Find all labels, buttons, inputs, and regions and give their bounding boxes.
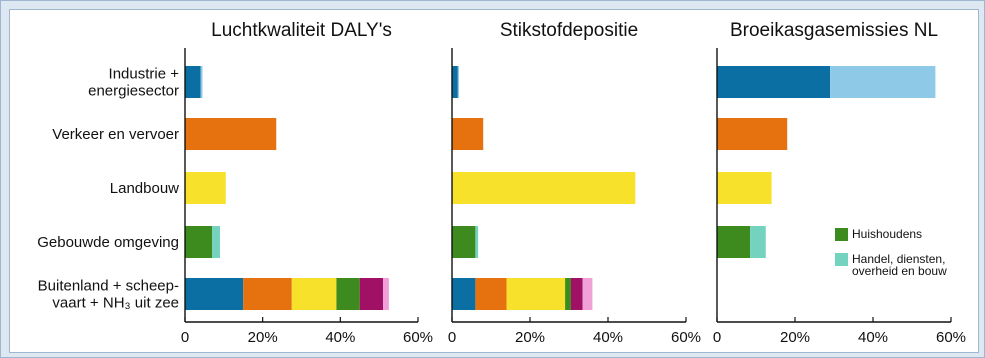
bar-segment: [506, 278, 566, 310]
x-tick-label: 40%: [593, 329, 623, 346]
x-tick-label: 0: [181, 329, 189, 346]
category-label: vaart + NH₃ uit zee: [52, 295, 179, 312]
panel-title: Luchtkwaliteit DALY's: [211, 20, 392, 41]
bar-segment: [185, 118, 277, 150]
x-tick-label: 60%: [671, 329, 701, 346]
bar-segment: [243, 278, 292, 310]
category-label: Industrie +: [109, 66, 180, 83]
bar-segment: [475, 278, 507, 310]
x-tick-label: 20%: [780, 329, 810, 346]
bar-segment: [200, 66, 203, 98]
bar-segment: [717, 118, 788, 150]
bar-segment: [185, 226, 213, 258]
bar-segment: [212, 226, 220, 258]
bar-segment: [475, 226, 479, 258]
bar-segment: [452, 118, 484, 150]
bar-segment: [185, 66, 201, 98]
x-tick-label: 20%: [515, 329, 545, 346]
bar-segment: [359, 278, 384, 310]
x-tick-label: 60%: [403, 329, 433, 346]
bar-segment: [452, 226, 476, 258]
panel-title: Stikstofdepositie: [500, 20, 638, 41]
bar-segment: [185, 172, 226, 204]
bar-segment: [717, 66, 831, 98]
category-label: Gebouwde omgeving: [37, 234, 179, 251]
category-label: Landbouw: [110, 180, 179, 197]
bar-segment: [717, 226, 751, 258]
legend-label: Handel, diensten,: [852, 252, 945, 266]
x-tick-label: 0: [713, 329, 721, 346]
legend-label: overheid en bouw: [852, 264, 947, 278]
bar-segment: [570, 278, 583, 310]
bar-segment: [452, 278, 476, 310]
legend-swatch: [835, 228, 848, 241]
bar-segment: [452, 172, 636, 204]
bar-segment: [452, 66, 458, 98]
legend-label: Huishoudens: [852, 227, 922, 241]
category-label: Buitenland + scheep-: [38, 278, 179, 295]
bar-segment: [830, 66, 936, 98]
bar-segment: [457, 66, 460, 98]
panel-title: Broeikasgasemissies NL: [730, 20, 938, 41]
x-tick-label: 40%: [858, 329, 888, 346]
legend-swatch: [835, 253, 848, 266]
bar-segment: [185, 278, 244, 310]
bar-segment: [582, 278, 593, 310]
x-tick-label: 20%: [248, 329, 278, 346]
bar-segment: [750, 226, 766, 258]
bar-segment: [383, 278, 389, 310]
x-tick-label: 40%: [325, 329, 355, 346]
bar-segment: [565, 278, 571, 310]
bar-segment: [291, 278, 337, 310]
bar-segment: [717, 172, 772, 204]
x-tick-label: 60%: [936, 329, 966, 346]
bar-segment: [336, 278, 360, 310]
category-label: energiesector: [88, 83, 179, 100]
category-label: Verkeer en vervoer: [52, 126, 179, 143]
x-tick-label: 0: [448, 329, 456, 346]
